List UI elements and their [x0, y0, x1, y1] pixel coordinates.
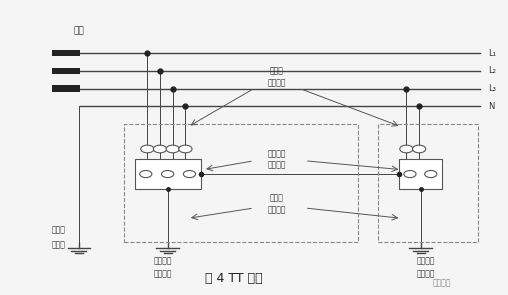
Bar [124, 124, 358, 242]
Text: 的接地极: 的接地极 [417, 270, 435, 279]
Text: 的接地极: 的接地极 [153, 270, 172, 279]
Text: 用户的: 用户的 [270, 66, 284, 75]
Circle shape [162, 171, 174, 178]
Bar [135, 159, 201, 189]
Text: 电源端: 电源端 [51, 226, 66, 235]
Circle shape [412, 145, 426, 153]
Bar [378, 124, 478, 242]
Circle shape [179, 145, 192, 153]
Text: 电工之家: 电工之家 [433, 279, 451, 288]
Text: 电源: 电源 [73, 27, 84, 35]
Text: 电气装置: 电气装置 [268, 78, 286, 87]
Text: 图 4 TT 系统: 图 4 TT 系统 [205, 272, 263, 285]
Text: L₃: L₃ [488, 84, 496, 93]
Bar [399, 159, 442, 189]
Text: L₁: L₁ [488, 49, 496, 58]
Text: L₂: L₂ [488, 66, 496, 75]
Circle shape [404, 171, 416, 178]
Text: N: N [488, 102, 494, 111]
Text: 电气装置: 电气装置 [153, 257, 172, 266]
Circle shape [140, 171, 152, 178]
Text: 接地点: 接地点 [51, 240, 66, 249]
Text: 中的设备: 中的设备 [268, 161, 286, 170]
Text: 电气装置: 电气装置 [417, 257, 435, 266]
Text: 外露可: 外露可 [270, 193, 284, 202]
Circle shape [141, 145, 154, 153]
Circle shape [153, 145, 167, 153]
Circle shape [166, 145, 179, 153]
Bar [52, 85, 80, 92]
Text: 接近导体: 接近导体 [268, 205, 286, 214]
Text: 电气装置: 电气装置 [268, 149, 286, 158]
Circle shape [183, 171, 196, 178]
Bar [52, 68, 80, 74]
Circle shape [425, 171, 437, 178]
Bar [52, 50, 80, 56]
Circle shape [400, 145, 413, 153]
